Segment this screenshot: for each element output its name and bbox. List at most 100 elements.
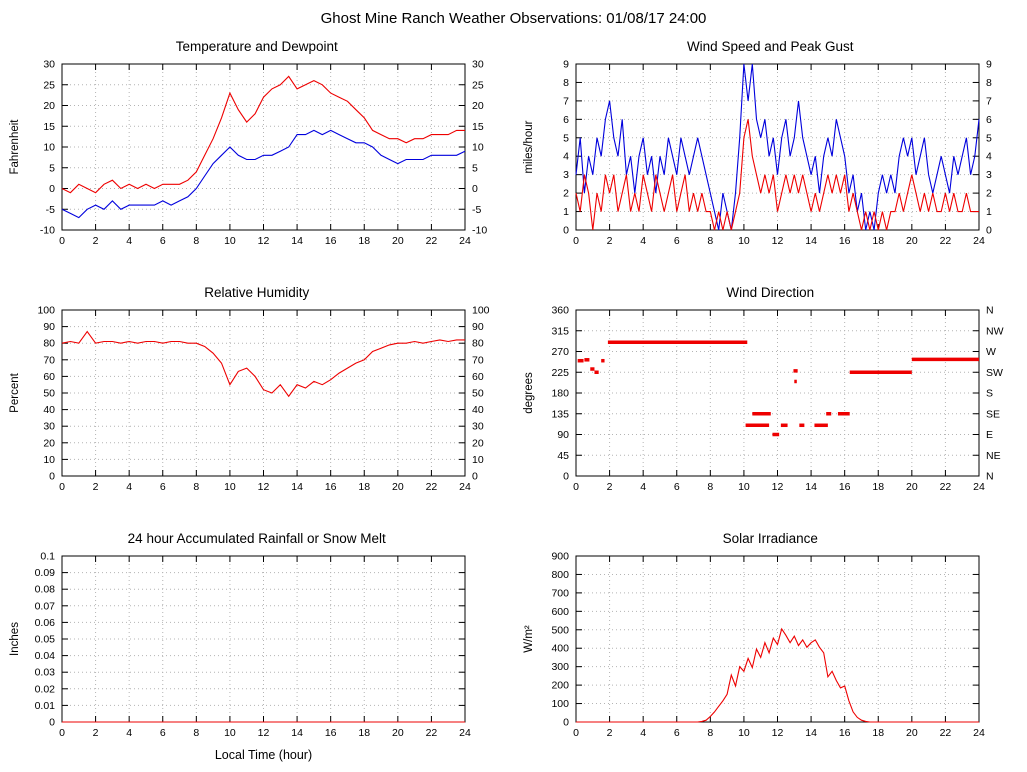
svg-text:6: 6 bbox=[674, 235, 680, 247]
svg-text:W: W bbox=[986, 346, 996, 358]
svg-text:30: 30 bbox=[472, 59, 484, 71]
svg-text:50: 50 bbox=[44, 388, 56, 400]
svg-text:20: 20 bbox=[906, 235, 918, 247]
svg-text:0: 0 bbox=[986, 225, 992, 237]
svg-text:Fahrenheit: Fahrenheit bbox=[9, 119, 21, 175]
svg-text:100: 100 bbox=[472, 305, 490, 317]
wind-speed-plot: 0 01 12 23 34 45 56 67 78 89 90 2 4 6 8 10 12 14 16 18 20 22 2… bbox=[523, 59, 992, 248]
svg-text:14: 14 bbox=[805, 727, 817, 739]
svg-text:0: 0 bbox=[59, 481, 65, 493]
svg-text:6: 6 bbox=[160, 235, 166, 247]
svg-text:10: 10 bbox=[738, 235, 750, 247]
svg-text:5: 5 bbox=[472, 162, 478, 174]
svg-text:0.1: 0.1 bbox=[41, 551, 56, 563]
chart-title-humidity: Relative Humidity bbox=[204, 285, 310, 300]
svg-text:80: 80 bbox=[44, 338, 56, 350]
panel-temperature: Temperature and Dewpoint -10 -10 -5 -5 0 0 5 5 1… bbox=[4, 39, 509, 261]
svg-text:-10: -10 bbox=[472, 225, 487, 237]
svg-text:15: 15 bbox=[472, 121, 484, 133]
svg-text:16: 16 bbox=[839, 481, 851, 493]
svg-text:270: 270 bbox=[551, 346, 569, 358]
panel-rainfall: 24 hour Accumulated Rainfall or Snow Mel… bbox=[4, 531, 509, 771]
svg-text:S: S bbox=[986, 388, 993, 400]
svg-text:22: 22 bbox=[426, 481, 438, 493]
svg-text:24: 24 bbox=[973, 727, 985, 739]
chart-title-rainfall: 24 hour Accumulated Rainfall or Snow Mel… bbox=[127, 531, 386, 546]
svg-text:0.01: 0.01 bbox=[35, 700, 56, 712]
svg-text:Local Time (hour): Local Time (hour) bbox=[215, 748, 312, 762]
svg-text:0: 0 bbox=[563, 471, 569, 483]
svg-text:24: 24 bbox=[459, 235, 471, 247]
svg-text:degrees: degrees bbox=[523, 372, 535, 414]
svg-text:SW: SW bbox=[986, 367, 1003, 379]
svg-text:700: 700 bbox=[551, 587, 569, 599]
chart-title-wind-speed: Wind Speed and Peak Gust bbox=[686, 39, 854, 54]
svg-text:0: 0 bbox=[49, 717, 55, 729]
svg-text:70: 70 bbox=[472, 354, 484, 366]
svg-text:180: 180 bbox=[551, 388, 569, 400]
svg-text:22: 22 bbox=[426, 235, 438, 247]
svg-text:22: 22 bbox=[426, 727, 438, 739]
temperature-chart: -10 -10 -5 -5 0 0 5 5 10 10 15 15 20 20 25 25 30 30 0 2 4 6 8 1… bbox=[4, 56, 509, 261]
svg-text:8: 8 bbox=[194, 727, 200, 739]
svg-text:4: 4 bbox=[640, 727, 646, 739]
rainfall-chart: 0 0.01 0.02 0.03 0.04 0.05 0.06 0.07 0.08 0.09 0.1… bbox=[4, 548, 509, 771]
svg-text:400: 400 bbox=[551, 643, 569, 655]
svg-text:6: 6 bbox=[986, 114, 992, 126]
svg-text:12: 12 bbox=[771, 727, 783, 739]
svg-text:2: 2 bbox=[563, 188, 569, 200]
svg-text:12: 12 bbox=[771, 235, 783, 247]
svg-text:16: 16 bbox=[839, 235, 851, 247]
svg-text:12: 12 bbox=[771, 481, 783, 493]
svg-text:Inches: Inches bbox=[9, 622, 21, 656]
svg-text:900: 900 bbox=[551, 551, 569, 563]
charts-grid: Temperature and Dewpoint -10 -10 -5 -5 0 0 5 5 1… bbox=[0, 39, 1027, 771]
wind-speed-chart: 0 0 1 1 2 2 3 3 4 4 5 5 6 6 7 7 8 8 9 9 0 2 4 6 8 10 12 14 16 18 20 22 2… bbox=[518, 56, 1023, 261]
svg-text:0: 0 bbox=[563, 225, 569, 237]
svg-text:0.05: 0.05 bbox=[35, 634, 56, 646]
svg-text:6: 6 bbox=[674, 727, 680, 739]
svg-text:90: 90 bbox=[557, 429, 569, 441]
svg-text:1: 1 bbox=[986, 206, 992, 218]
svg-text:15: 15 bbox=[44, 121, 56, 133]
svg-text:NW: NW bbox=[986, 325, 1004, 337]
svg-text:20: 20 bbox=[44, 437, 56, 449]
svg-text:14: 14 bbox=[805, 481, 817, 493]
svg-text:0.03: 0.03 bbox=[35, 667, 56, 679]
svg-text:16: 16 bbox=[325, 481, 337, 493]
svg-text:5: 5 bbox=[49, 162, 55, 174]
svg-text:60: 60 bbox=[44, 371, 56, 383]
svg-text:0: 0 bbox=[573, 235, 579, 247]
svg-text:90: 90 bbox=[44, 321, 56, 333]
svg-text:6: 6 bbox=[674, 481, 680, 493]
chart-title-solar: Solar Irradiance bbox=[722, 531, 818, 546]
svg-text:9: 9 bbox=[986, 59, 992, 71]
svg-text:24: 24 bbox=[973, 481, 985, 493]
chart-title-temperature: Temperature and Dewpoint bbox=[175, 39, 338, 54]
svg-text:18: 18 bbox=[359, 235, 371, 247]
svg-text:315: 315 bbox=[551, 325, 569, 337]
svg-text:Percent: Percent bbox=[9, 372, 21, 412]
svg-text:0.08: 0.08 bbox=[35, 584, 56, 596]
svg-text:30: 30 bbox=[472, 421, 484, 433]
svg-text:20: 20 bbox=[392, 235, 404, 247]
svg-text:20: 20 bbox=[472, 100, 484, 112]
svg-text:90: 90 bbox=[472, 321, 484, 333]
svg-text:14: 14 bbox=[805, 235, 817, 247]
svg-text:14: 14 bbox=[291, 727, 303, 739]
svg-text:45: 45 bbox=[557, 450, 569, 462]
svg-text:NE: NE bbox=[986, 450, 1001, 462]
humidity-chart: 0 0 10 10 20 20 30 30 40 40 50 50 60 60 70 70 80 80 90 90 10… bbox=[4, 302, 509, 507]
svg-text:14: 14 bbox=[291, 481, 303, 493]
svg-text:0: 0 bbox=[59, 235, 65, 247]
svg-text:10: 10 bbox=[224, 481, 236, 493]
svg-text:7: 7 bbox=[986, 95, 992, 107]
svg-text:2: 2 bbox=[93, 481, 99, 493]
svg-text:3: 3 bbox=[986, 169, 992, 181]
svg-text:10: 10 bbox=[472, 142, 484, 154]
svg-text:8: 8 bbox=[707, 235, 713, 247]
svg-text:0: 0 bbox=[59, 727, 65, 739]
